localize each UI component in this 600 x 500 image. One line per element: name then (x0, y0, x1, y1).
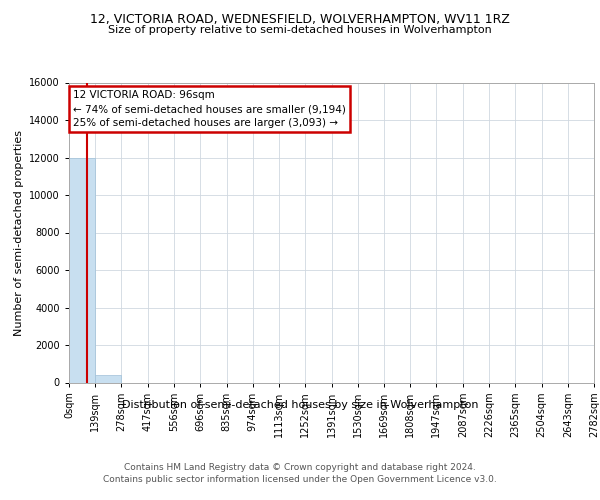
Text: Contains public sector information licensed under the Open Government Licence v3: Contains public sector information licen… (103, 475, 497, 484)
Text: 12, VICTORIA ROAD, WEDNESFIELD, WOLVERHAMPTON, WV11 1RZ: 12, VICTORIA ROAD, WEDNESFIELD, WOLVERHA… (90, 12, 510, 26)
Bar (69, 158, 95, 382)
Text: 12 VICTORIA ROAD: 96sqm
← 74% of semi-detached houses are smaller (9,194)
25% of: 12 VICTORIA ROAD: 96sqm ← 74% of semi-de… (73, 90, 346, 128)
Y-axis label: Number of semi-detached properties: Number of semi-detached properties (14, 130, 23, 336)
Bar (95, 376, 121, 382)
Text: Distribution of semi-detached houses by size in Wolverhampton: Distribution of semi-detached houses by … (122, 400, 478, 410)
Text: Contains HM Land Registry data © Crown copyright and database right 2024.: Contains HM Land Registry data © Crown c… (124, 462, 476, 471)
Text: Size of property relative to semi-detached houses in Wolverhampton: Size of property relative to semi-detach… (108, 25, 492, 35)
